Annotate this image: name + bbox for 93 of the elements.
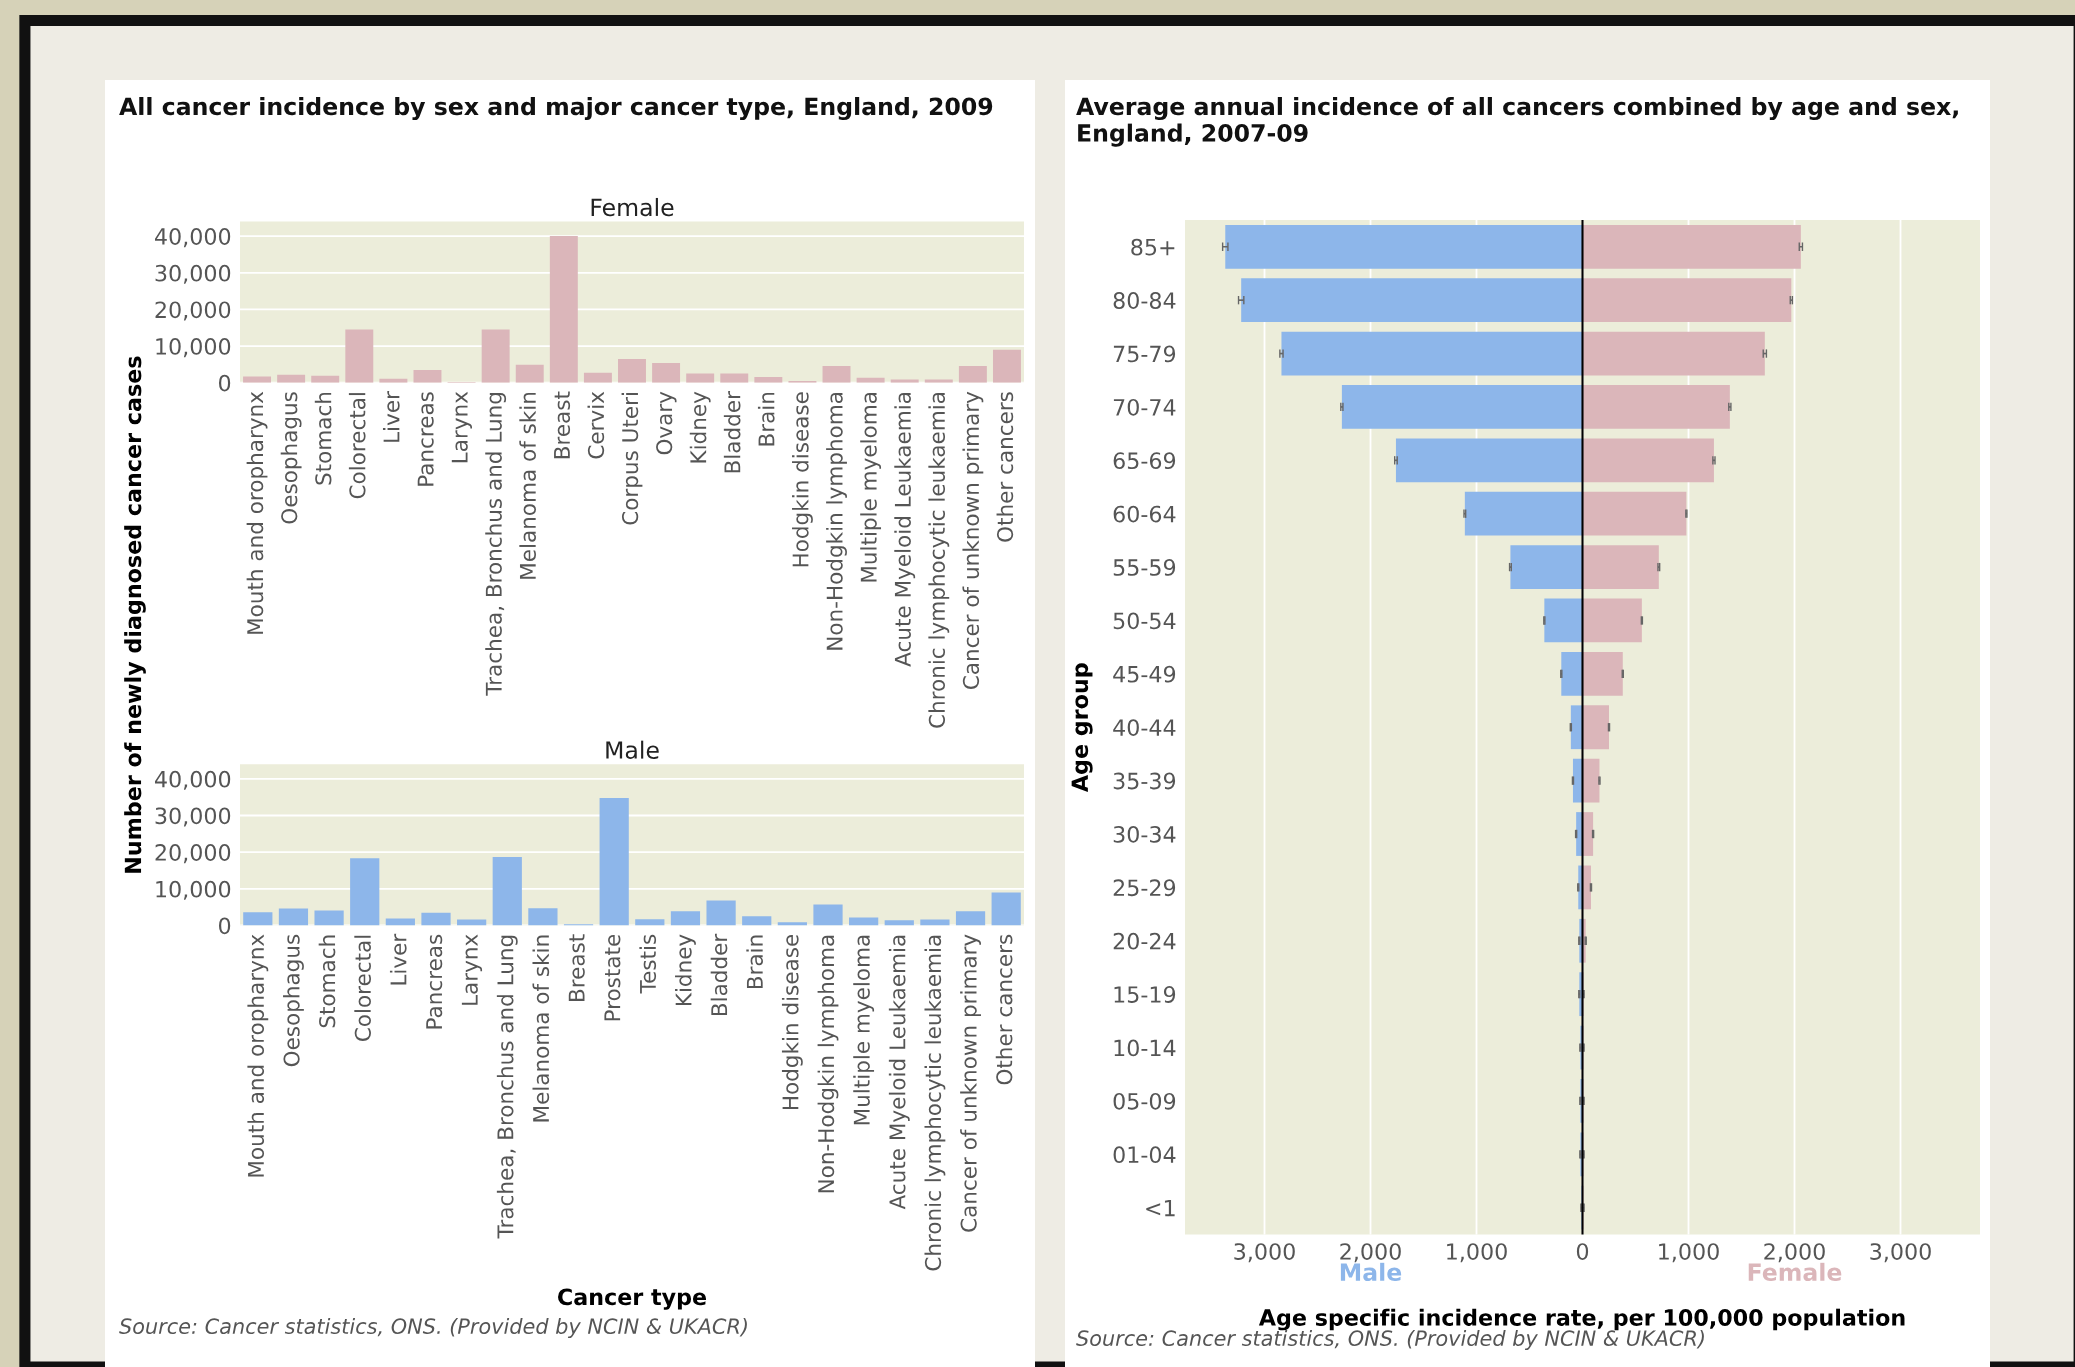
- text: Female: [1748, 1262, 1842, 1282]
- y-tick-label: 20,000: [155, 301, 231, 321]
- x-tick-label: 3,000: [1870, 1243, 1931, 1263]
- x-tick-label: 1,000: [1659, 1243, 1719, 1263]
- x-tick-label: Other cancers: [996, 392, 1014, 542]
- chart-subtitle: Female: [591, 197, 674, 217]
- chart-title: Average annual incidence of all cancers combined by age and sex, England, 2007-09: [1076, 97, 1958, 147]
- y-tick-label: 35-39: [1113, 772, 1176, 790]
- x-tick-label: Liver: [382, 391, 400, 442]
- x-tick-label: Ovary: [656, 391, 677, 455]
- x-tick-label: Cancer of unknown primary: [960, 934, 981, 1232]
- x-tick-label: Breast: [554, 391, 571, 459]
- x-tick-label: 0: [1576, 1243, 1589, 1260]
- y-tick-label: 0: [218, 374, 231, 392]
- x-tick-label: Corpus Uteri: [621, 393, 643, 525]
- x-tick-label: Larynx: [451, 391, 472, 463]
- source-note: Source: Cancer statistics, ONS. (Provided by NCIN & UKACR): [119, 1317, 747, 1339]
- x-tick-label: Mouth and oropharynx: [246, 391, 268, 634]
- x-tick-label: Melanoma of skin: [532, 935, 550, 1122]
- y-tick-label: 65-69: [1113, 452, 1176, 470]
- source-note: Source: Cancer statistics, ONS. (Provided by NCIN & UKACR): [1076, 1329, 1704, 1351]
- x-tick-label: Cervix: [587, 391, 605, 459]
- x-tick-label: Cancer of unknown primary: [962, 391, 984, 690]
- y-tick-label: 30-34: [1113, 825, 1176, 843]
- y-tick-label: 50-54: [1113, 612, 1176, 630]
- x-tick-label: Hodgkin disease: [792, 392, 813, 567]
- y-tick-label: 60-64: [1113, 505, 1176, 523]
- y-tick-label: 10,000: [156, 338, 231, 358]
- y-tick-label: 40,000: [155, 770, 231, 790]
- x-tick-label: Mouth and oropharynx: [247, 934, 269, 1177]
- chart-subtitle: Male: [606, 740, 659, 759]
- x-tick-label: Testis: [639, 934, 657, 994]
- y-tick-label: 85+: [1131, 238, 1175, 256]
- y-tick-label: 75-79: [1113, 345, 1176, 363]
- x-tick-label: Larynx: [461, 934, 483, 1005]
- y-tick-label: 70-74: [1113, 398, 1176, 416]
- x-tick-label: Multiple myeloma: [860, 393, 882, 582]
- x-tick-label: Colorectal: [354, 935, 371, 1041]
- y-tick-label: 25-29: [1113, 879, 1176, 897]
- y-tick-label: 40,000: [155, 228, 231, 248]
- y-tick-label: 10-14: [1114, 1039, 1176, 1057]
- x-tick-label: Kidney: [689, 391, 711, 463]
- x-tick-label: Kidney: [675, 934, 696, 1006]
- x-tick-label: Chronic lymphocytic leukaemia: [928, 393, 950, 728]
- x-tick-label: Melanoma of skin: [519, 392, 536, 579]
- y-tick-label: 40-44: [1113, 719, 1176, 736]
- y-tick-label: 15-19: [1114, 986, 1176, 1003]
- x-tick-label: Acute Myeloid Leukaemia: [888, 935, 910, 1210]
- x-axis-title: Age specific incidence rate, per 100,000 population: [1258, 1308, 1905, 1331]
- x-tick-label: Stomach: [314, 392, 332, 485]
- x-tick-label: Pancreas: [417, 392, 434, 486]
- x-tick-label: Trachea, Bronchus and Lung: [485, 393, 507, 696]
- x-tick-label: Oesophagus: [283, 934, 304, 1067]
- x-tick-label: Stomach: [318, 935, 336, 1028]
- text: Male: [1340, 1262, 1402, 1282]
- y-axis-title: Age group: [1071, 663, 1093, 793]
- x-tick-label: Other cancers: [995, 934, 1013, 1085]
- y-tick-label: 0: [218, 917, 231, 935]
- x-tick-label: Prostate: [604, 934, 621, 1021]
- x-tick-label: Trachea, Bronchus and Lung: [496, 935, 518, 1239]
- y-tick-label: 01-04: [1113, 1146, 1176, 1164]
- x-tick-label: 2,000: [1340, 1243, 1401, 1263]
- x-tick-label: Non-Hodgkin lymphoma: [817, 935, 839, 1193]
- y-tick-label: 20,000: [155, 844, 231, 864]
- x-tick-label: Breast: [568, 934, 585, 1001]
- x-tick-label: 1,000: [1447, 1243, 1507, 1263]
- y-tick-label: 80-84: [1113, 292, 1176, 309]
- x-tick-label: Chronic lymphocytic leukaemia: [924, 935, 946, 1271]
- x-tick-label: Multiple myeloma: [853, 935, 875, 1125]
- x-tick-label: Bladder: [723, 391, 741, 473]
- y-tick-label: 30,000: [155, 264, 231, 284]
- y-tick-label: 05-09: [1113, 1092, 1176, 1110]
- x-tick-label: Hodgkin disease: [781, 934, 803, 1110]
- x-tick-label: Brain: [757, 392, 775, 446]
- chart-title: All cancer incidence by sex and major cancer type, England, 2009: [119, 97, 993, 121]
- y-tick-label: 55-59: [1113, 559, 1176, 576]
- y-tick-label: 20-24: [1113, 932, 1176, 950]
- y-tick-label: 10,000: [156, 880, 231, 900]
- x-tick-label: Acute Myeloid Leukaemia: [894, 393, 916, 667]
- x-tick-label: Liver: [389, 933, 407, 985]
- y-tick-label: 45-49: [1113, 665, 1176, 683]
- y-tick-label: <1: [1146, 1199, 1175, 1217]
- x-tick-label: Brain: [746, 935, 763, 989]
- x-tick-label: Non-Hodgkin lymphoma: [826, 393, 847, 650]
- x-axis-title: Cancer type: [558, 1288, 706, 1310]
- x-tick-label: 3,000: [1234, 1243, 1295, 1263]
- x-tick-label: Colorectal: [348, 393, 366, 499]
- x-tick-label: Oesophagus: [280, 392, 302, 524]
- x-tick-label: Bladder: [710, 933, 728, 1016]
- y-axis-title: Number of newly diagnosed cancer cases: [124, 356, 146, 873]
- x-tick-label: 2,000: [1764, 1243, 1825, 1263]
- x-tick-label: Pancreas: [426, 934, 443, 1029]
- y-tick-label: 30,000: [155, 807, 231, 827]
